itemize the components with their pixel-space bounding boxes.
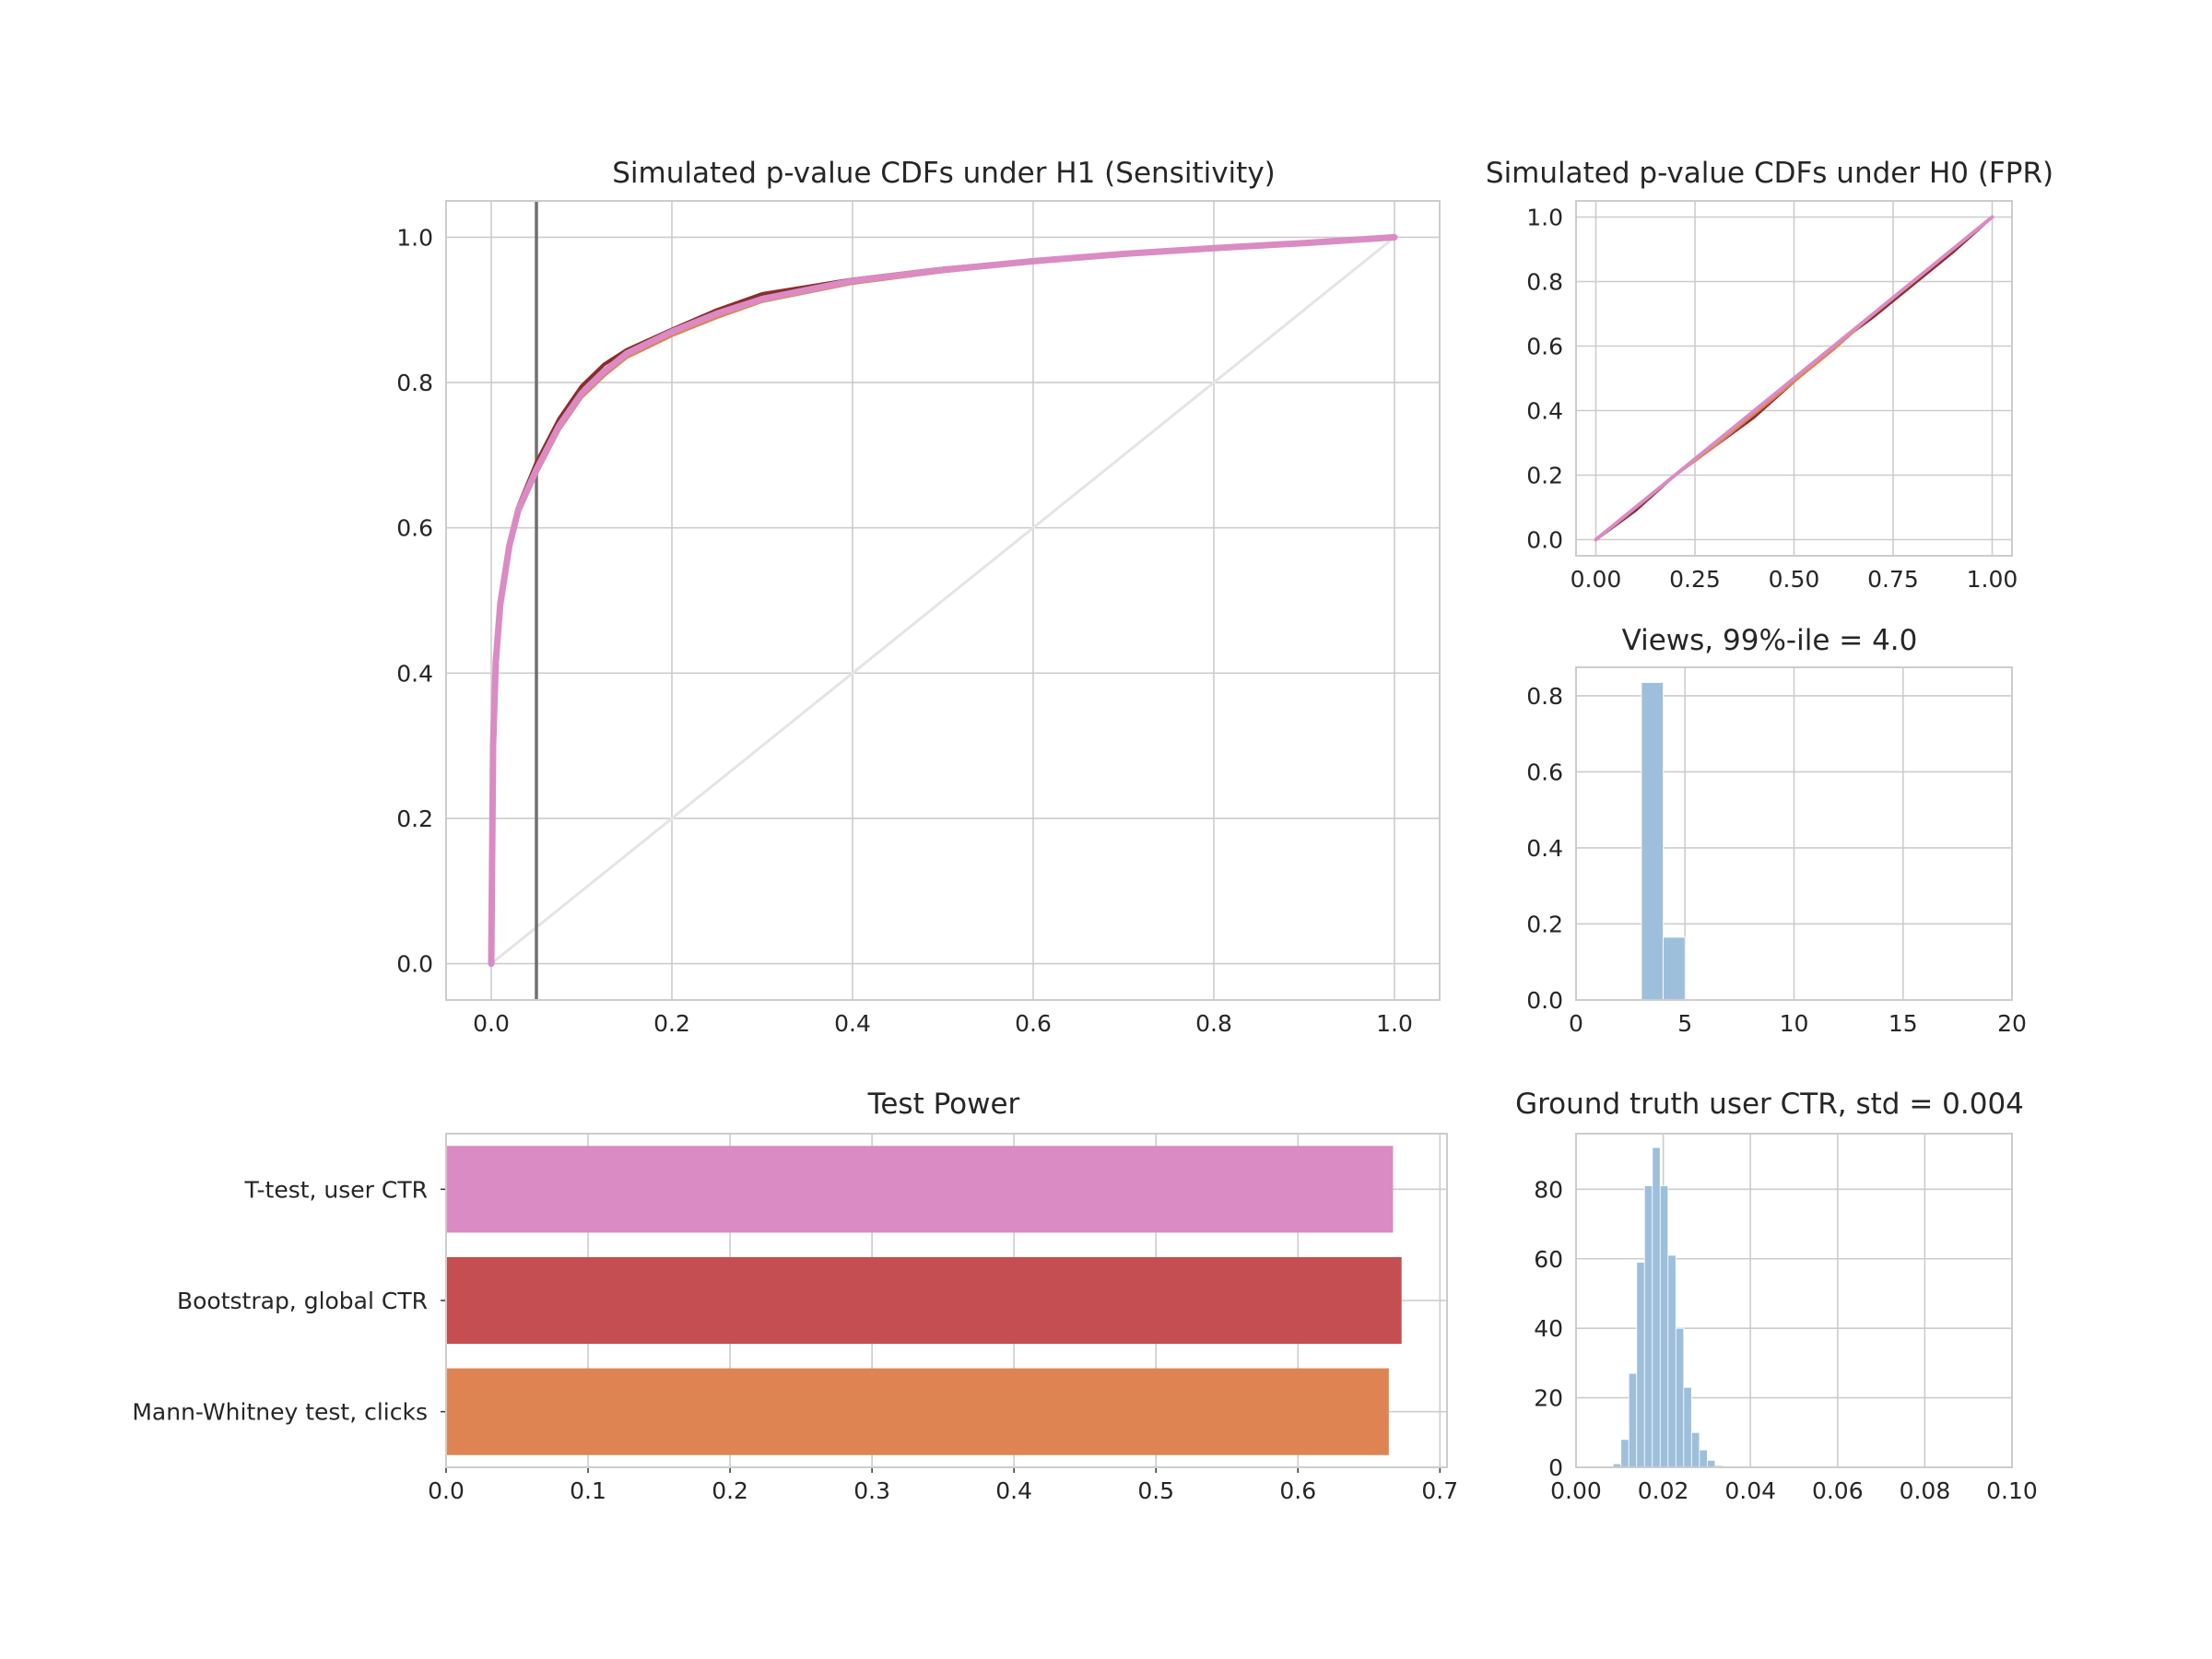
views-title: Views, 99%-ile = 4.0 <box>1622 624 1918 657</box>
h1-xtick-label: 0.0 <box>473 1010 510 1037</box>
power-frame <box>445 1133 1448 1468</box>
ctr-hist-bar <box>1643 1185 1653 1468</box>
h0-ytick-label: 1.0 <box>1526 205 1563 231</box>
ctr-hist-bar <box>1683 1386 1692 1468</box>
ctr-xtick-label: 0.00 <box>1550 1477 1602 1504</box>
ctr-ytick-label: 40 <box>1534 1315 1563 1342</box>
ctr-hist-bar <box>1667 1254 1677 1468</box>
views-ytick-label: 0.2 <box>1526 911 1563 937</box>
power-bar <box>446 1146 1394 1233</box>
ctr-ytick-label: 20 <box>1534 1385 1563 1412</box>
h1-ytick-label: 0.6 <box>396 515 433 542</box>
power-category-label: Bootstrap, global CTR <box>177 1288 428 1314</box>
h1-ytick-label: 1.0 <box>396 224 433 251</box>
power-category-label: Mann-Whitney test, clicks <box>132 1399 428 1426</box>
views-xtick-label: 5 <box>1677 1010 1692 1037</box>
views-xtick-label: 15 <box>1888 1010 1918 1037</box>
views-hist-bar <box>1641 682 1664 1001</box>
power-xtick-label: 0.0 <box>428 1477 465 1504</box>
power-bar <box>446 1368 1389 1455</box>
test-power-panel: Test Power 0.0 0.1 0.2 0.3 0.4 0.5 0.6 0.7 T-tes… <box>132 1088 1458 1504</box>
power-xtick-label: 0.4 <box>995 1477 1032 1504</box>
ctr-title: Ground truth user CTR, std = 0.004 <box>1515 1088 2024 1121</box>
h0-ytick-label: 0.0 <box>1526 527 1563 554</box>
h1-ytick-label: 0.8 <box>396 370 433 396</box>
h0-ytick-label: 0.8 <box>1526 269 1563 296</box>
ctr-hist-bar <box>1699 1449 1708 1468</box>
h1-ytick-label: 0.4 <box>396 660 433 687</box>
power-xtick-label: 0.7 <box>1421 1477 1458 1504</box>
power-bar <box>446 1256 1402 1345</box>
views-xtick-label: 0 <box>1569 1010 1583 1037</box>
h0-ytick-label: 0.4 <box>1526 398 1563 425</box>
h0-title: Simulated p-value CDFs under H0 (FPR) <box>1486 157 2053 190</box>
h1-reference-diagonal <box>490 236 1395 965</box>
views-histogram-panel: Views, 99%-ile = 4.0 0 5 10 15 20 0.0 0.2 0.4 0.… <box>1526 624 2027 1037</box>
ctr-hist-bar <box>1628 1372 1638 1468</box>
h0-xtick-label: 0.50 <box>1769 566 1820 593</box>
ctr-hist-bar <box>1690 1431 1700 1468</box>
power-xtick-label: 0.2 <box>712 1477 748 1504</box>
views-frame <box>1575 666 2013 1001</box>
views-ytick-label: 0.6 <box>1526 759 1563 785</box>
power-xtick-label: 0.1 <box>570 1477 606 1504</box>
ctr-ytick-label: 0 <box>1548 1454 1563 1481</box>
ctr-xtick-label: 0.06 <box>1812 1477 1864 1504</box>
views-ytick-label: 0.4 <box>1526 835 1563 862</box>
power-xtick-label: 0.5 <box>1137 1477 1174 1504</box>
h1-ytick-label: 0.0 <box>396 951 433 978</box>
power-title: Test Power <box>867 1088 1020 1121</box>
ctr-hist-bar <box>1675 1327 1685 1468</box>
ctr-hist-bar <box>1706 1460 1716 1468</box>
ctr-xtick-label: 0.08 <box>1900 1477 1951 1504</box>
h0-frame <box>1575 200 2013 557</box>
ctr-xtick-label: 0.04 <box>1724 1477 1776 1504</box>
h1-series-line <box>488 233 1398 968</box>
h0-xtick-label: 1.00 <box>1967 566 2018 593</box>
h1-ytick-label: 0.2 <box>396 806 433 832</box>
views-ytick-label: 0.8 <box>1526 683 1563 710</box>
h1-cdf-panel: Simulated p-value CDFs under H1 (Sensiti… <box>396 157 1441 1037</box>
power-category-label: T-test, user CTR <box>244 1176 428 1203</box>
ctr-hist-bar <box>1620 1439 1630 1468</box>
ctr-xtick-label: 0.10 <box>1986 1477 2038 1504</box>
h1-frame <box>445 200 1441 1001</box>
h0-xtick-label: 0.25 <box>1669 566 1721 593</box>
ctr-xtick-label: 0.02 <box>1638 1477 1689 1504</box>
h1-xtick-label: 0.6 <box>1015 1010 1052 1037</box>
h1-xtick-label: 1.0 <box>1376 1010 1413 1037</box>
h1-xtick-label: 0.2 <box>653 1010 690 1037</box>
ctr-hist-bar <box>1636 1262 1645 1468</box>
ctr-ytick-label: 80 <box>1534 1176 1563 1203</box>
h0-ytick-label: 0.2 <box>1526 463 1563 489</box>
views-xtick-label: 10 <box>1780 1010 1809 1037</box>
h0-cdf-panel: Simulated p-value CDFs under H0 (FPR) 0.… <box>1486 157 2053 593</box>
ctr-hist-bar <box>1659 1185 1669 1468</box>
h1-xtick-label: 0.4 <box>834 1010 871 1037</box>
h0-xtick-label: 0.75 <box>1867 566 1919 593</box>
power-xtick-label: 0.3 <box>853 1477 890 1504</box>
h0-xtick-label: 0.00 <box>1571 566 1622 593</box>
views-xtick-label: 20 <box>1997 1010 2027 1037</box>
ctr-histogram-panel: Ground truth user CTR, std = 0.004 0.00 0… <box>1515 1088 2038 1504</box>
h0-ytick-label: 0.6 <box>1526 334 1563 360</box>
ctr-frame <box>1575 1133 2013 1468</box>
ctr-hist-bar <box>1652 1147 1661 1468</box>
h1-xtick-label: 0.8 <box>1195 1010 1232 1037</box>
power-xtick-label: 0.6 <box>1279 1477 1316 1504</box>
h0-series-line <box>1594 215 1994 542</box>
views-hist-bar <box>1663 936 1686 1001</box>
ctr-ytick-label: 60 <box>1534 1246 1563 1273</box>
h1-title: Simulated p-value CDFs under H1 (Sensiti… <box>612 157 1276 190</box>
views-ytick-label: 0.0 <box>1526 987 1563 1014</box>
